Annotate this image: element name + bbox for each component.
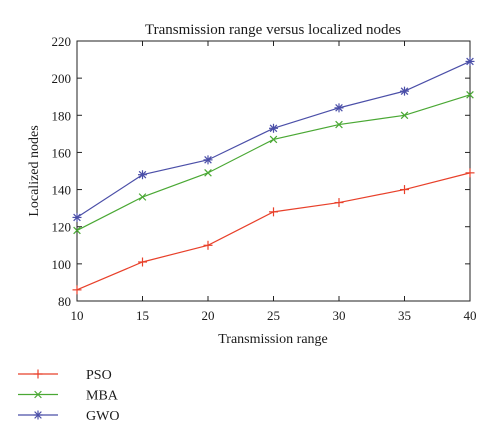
mba-data-point: [204, 169, 212, 177]
pso-data-point: [72, 285, 82, 295]
pso-data-point: [203, 240, 213, 250]
y-tick-label: 160: [52, 145, 72, 160]
legend-item-pso: PSO: [18, 368, 112, 383]
y-tick-label: 200: [52, 71, 72, 86]
legend-marker-gwo: [33, 410, 43, 420]
y-axis-label: Localized nodes: [27, 125, 42, 216]
mba-data-point: [466, 91, 474, 99]
legend-label-mba: MBA: [86, 389, 119, 404]
x-tick-label: 15: [136, 308, 149, 323]
x-tick-label: 25: [267, 308, 280, 323]
gwo-data-point: [138, 170, 147, 180]
pso-data-point: [334, 198, 344, 208]
pso-data-point: [269, 207, 278, 217]
y-tick-label: 180: [52, 108, 72, 123]
mba-data-point: [400, 111, 409, 120]
gwo-data-point: [72, 212, 82, 222]
y-tick-label: 220: [52, 34, 72, 49]
legend-label-gwo: GWO: [86, 409, 119, 424]
gwo-data-point: [269, 123, 278, 133]
legend-item-gwo: GWO: [18, 409, 119, 424]
gwo-data-point: [334, 103, 344, 113]
pso-series-line: [76, 172, 471, 291]
x-tick-label: 20: [202, 308, 215, 323]
x-tick-label: 40: [464, 308, 477, 323]
axis-ticks: 10 15 20 25 30 35 40 80 100 120 140 160 180 200 220: [52, 34, 477, 323]
series-lines: [72, 56, 475, 295]
legend-marker-mba: [34, 390, 42, 399]
mba-data-point: [335, 120, 343, 129]
legend-label-pso: PSO: [86, 368, 112, 383]
chart-title: Transmission range versus localized node…: [145, 22, 401, 38]
gwo-data-point: [203, 155, 213, 165]
gwo-data-point: [400, 86, 409, 96]
mba-data-point: [269, 135, 278, 144]
y-tick-label: 80: [58, 294, 71, 309]
legend-item-mba: MBA: [18, 389, 119, 404]
y-tick-label: 140: [52, 183, 72, 198]
legend-marker-pso: [33, 369, 43, 379]
pso-data-point: [465, 168, 475, 178]
legend: PSO MBA GWO: [18, 368, 119, 424]
plot-area-frame: [76, 40, 471, 302]
y-tick-label: 100: [52, 257, 72, 272]
gwo-data-point: [465, 56, 475, 66]
x-tick-label: 30: [333, 308, 346, 323]
mba-data-point: [138, 193, 147, 201]
pso-data-point: [400, 185, 409, 195]
x-tick-label: 35: [398, 308, 411, 323]
x-tick-label: 10: [71, 308, 84, 323]
x-axis-label: Transmission range: [218, 332, 328, 347]
y-tick-label: 120: [52, 220, 72, 235]
mba-data-point: [73, 226, 81, 235]
pso-data-point: [138, 257, 147, 267]
